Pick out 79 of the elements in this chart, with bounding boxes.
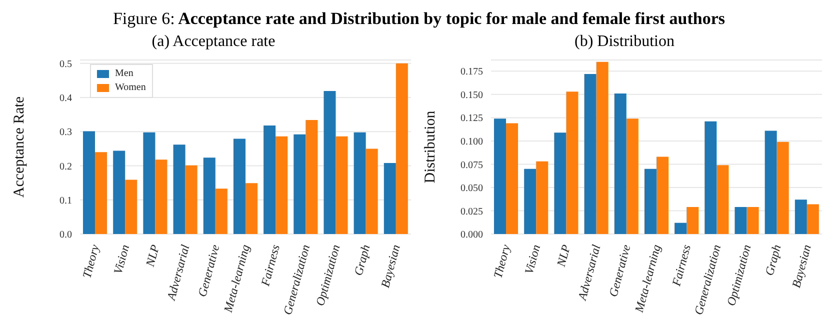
x-tick-label: Fairness	[668, 242, 694, 288]
bar	[276, 136, 288, 234]
y-tick-label: 0.075	[460, 160, 483, 171]
bar	[686, 207, 699, 234]
y-axis-title: Acceptance Rate	[11, 96, 28, 198]
chart-title: (b) Distribution	[574, 32, 676, 52]
bar	[524, 168, 536, 234]
bar	[83, 131, 96, 234]
y-tick-label: 0.125	[460, 113, 483, 124]
bar	[506, 123, 518, 234]
bar	[324, 91, 336, 234]
y-tick-label: 0.175	[460, 66, 483, 78]
bar	[716, 165, 729, 234]
y-tick-label: 0.000	[460, 230, 483, 241]
x-tick-label: Generative	[606, 242, 634, 298]
bar	[215, 188, 228, 234]
x-tick-label: Theory	[80, 242, 102, 280]
bar	[113, 150, 126, 234]
bar	[674, 222, 687, 234]
x-tick-label: NLP	[142, 242, 162, 270]
bar	[203, 158, 216, 234]
bar	[494, 118, 506, 234]
bar	[185, 165, 198, 234]
bar	[596, 62, 608, 234]
x-tick-label: NLP	[554, 242, 574, 270]
bar	[776, 142, 789, 234]
bar	[384, 163, 396, 234]
bar	[336, 136, 348, 234]
x-tick-label: Graph	[351, 243, 373, 278]
x-tick-label: Generative	[194, 242, 222, 298]
bar	[806, 204, 819, 234]
y-axis-title: Distribution	[422, 110, 438, 184]
bar	[173, 144, 186, 234]
x-tick-label: Theory	[490, 242, 514, 280]
bar	[584, 74, 596, 234]
y-tick-label: 0.3	[60, 127, 72, 138]
bar	[245, 183, 258, 234]
bar	[354, 132, 366, 234]
y-tick-label: 0.100	[460, 136, 483, 148]
y-tick-label: 0.0	[60, 230, 72, 241]
bar	[396, 63, 408, 234]
x-tick-label: Fairness	[258, 242, 283, 288]
x-tick-label: Graph	[762, 243, 784, 278]
bar	[614, 93, 626, 234]
bar	[294, 134, 306, 234]
bar	[95, 152, 108, 234]
bar	[143, 132, 156, 234]
chart-title: Figure 6: Acceptance rate and Distribution by topic for male and female first authors	[112, 8, 726, 30]
y-tick-label: 0.025	[460, 206, 483, 218]
legend-label: Men	[115, 67, 134, 81]
y-tick-label: 0.5	[60, 58, 72, 70]
x-tick-label: Vision	[522, 243, 544, 276]
bar	[233, 138, 246, 234]
y-tick-label: 0.4	[60, 93, 72, 104]
y-tick-label: 0.150	[460, 90, 483, 101]
bar	[554, 132, 566, 234]
bar	[794, 200, 807, 234]
bar	[644, 168, 656, 234]
x-tick-label: Bayesian	[378, 243, 403, 290]
y-tick-label: 0.1	[60, 195, 72, 206]
y-tick-label: 0.2	[60, 161, 72, 172]
bar	[746, 207, 759, 234]
bar	[536, 161, 548, 234]
bar	[366, 148, 378, 234]
bar	[626, 118, 638, 234]
chart-subtitle: (a) Acceptance rate	[150, 32, 276, 52]
bar	[264, 126, 276, 234]
bar	[125, 180, 138, 234]
bar	[764, 130, 777, 234]
bar	[566, 92, 578, 234]
x-tick-label: Vision	[110, 243, 132, 276]
y-tick-label: 0.050	[460, 183, 483, 194]
legend-label: Women	[115, 81, 146, 95]
bar	[734, 207, 747, 234]
bar	[704, 121, 717, 234]
bar	[155, 160, 168, 234]
x-tick-label: Bayesian	[788, 243, 814, 290]
bar	[306, 120, 318, 234]
bar	[656, 156, 668, 234]
